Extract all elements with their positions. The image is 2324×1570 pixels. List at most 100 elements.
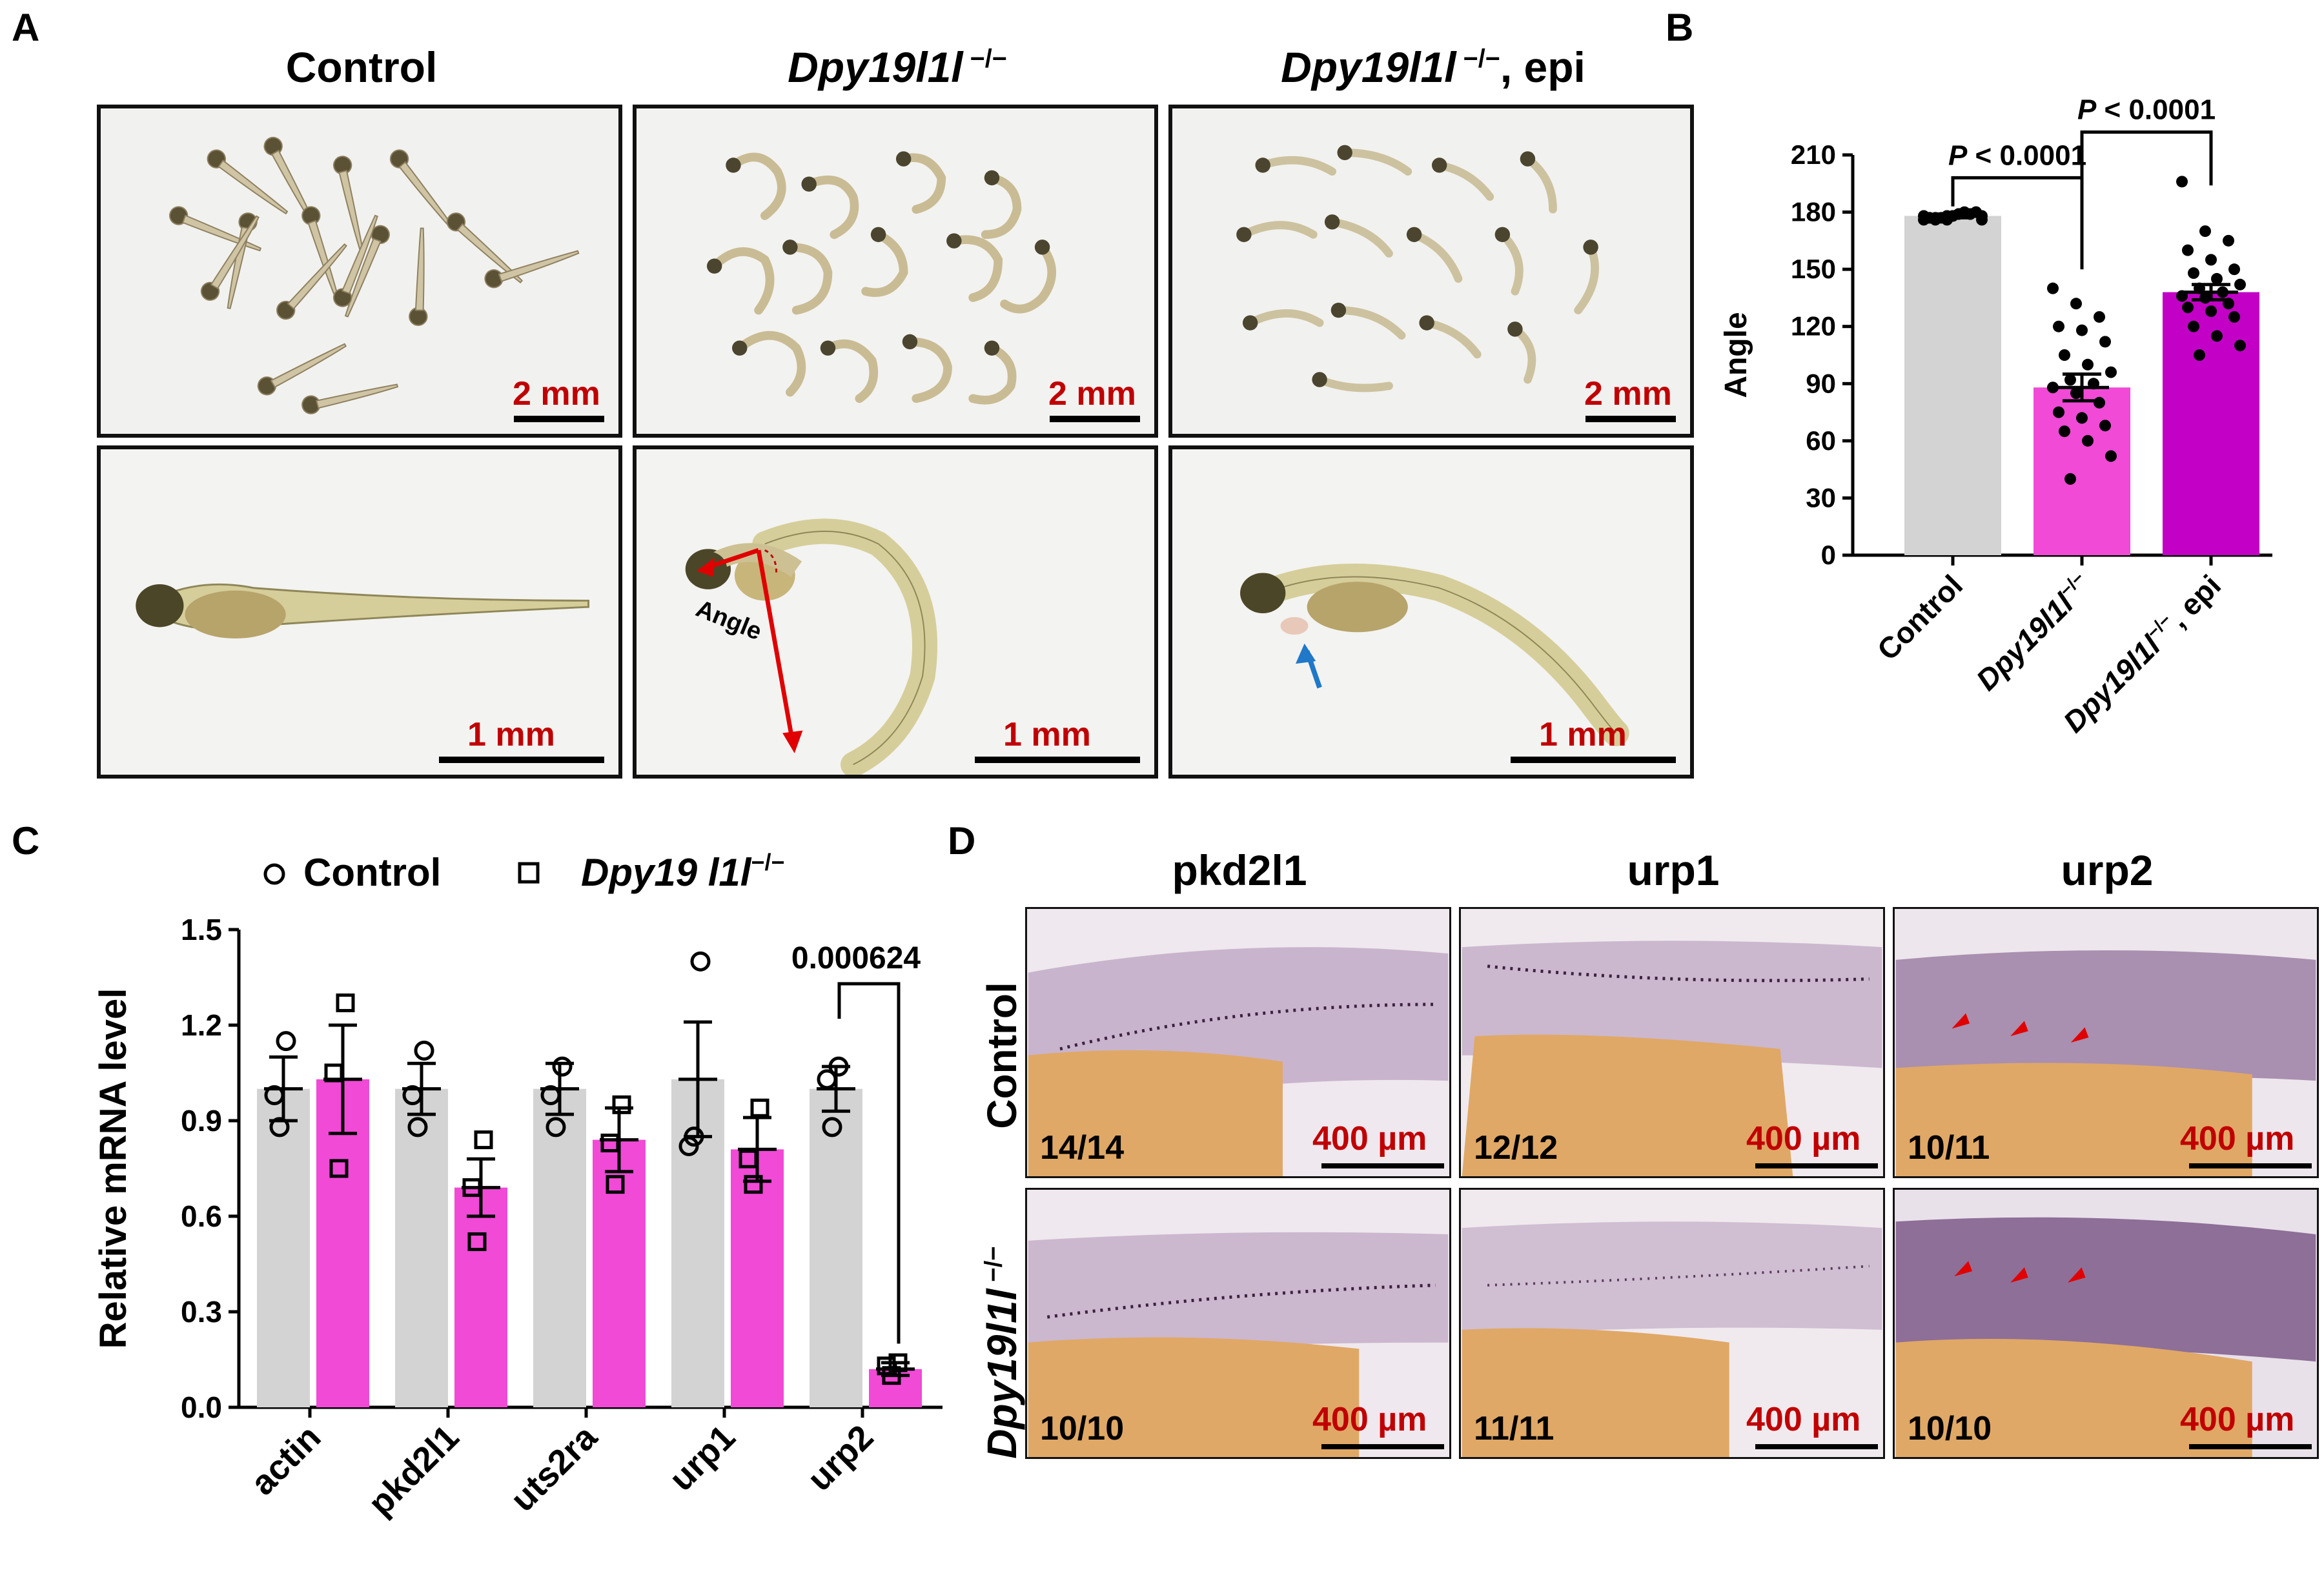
data-point [2064,374,2076,386]
data-point [2194,349,2205,361]
scalebar-mutant-epi-top [1585,416,1676,422]
data-point-circle [414,1040,434,1061]
ish-control-urp2-image [1895,950,2316,1176]
count-mutant-urp1: 11/11 [1474,1410,1554,1447]
scalebar-control-top [514,416,604,422]
legend-gene: Dpy19 l1l [581,851,752,894]
bar-0 [1904,216,2001,555]
data-point [2234,278,2246,291]
photo-control-group: 2 mm [97,105,622,438]
data-point [2199,292,2211,304]
scalebar-control-urp2 [2189,1163,2312,1168]
scalebar-control-bottom [439,757,604,763]
y-tick-label: 1.5 [181,913,222,946]
bar-pkd2l1-1 [454,1187,507,1407]
data-point-circle [684,1127,704,1147]
data-point [2205,305,2217,318]
scalebar-mutant-epi-bottom [1511,757,1676,763]
count-control-urp1: 12/12 [1474,1129,1558,1167]
panelA-col1-gene: Dpy19l1l [788,43,963,91]
y-axis-label: Relative mRNA level [92,988,134,1349]
data-point [2105,450,2117,462]
panelA-col2-sup: −/− [1456,45,1500,73]
data-point-square [612,1095,631,1114]
ish-mutant-urp1: 11/11 400 µm [1459,1188,1885,1459]
larvae-group-mutant-image [706,151,1057,405]
scalebar-label-mutant-bottom: 1 mm [1003,716,1091,753]
data-point [2223,234,2234,247]
panelA-col-title-mutant: Dpy19l1l −/− [633,43,1162,92]
panelA-col-title-mutant-epi: Dpy19l1l −/−, epi [1168,43,1698,92]
scalebar-label-control-urp2: 400 µm [2180,1120,2295,1157]
legend-square-marker [518,862,540,884]
data-point-circle [817,1069,837,1090]
data-point-square [600,1134,620,1153]
ish-control-urp1: 12/12 400 µm [1459,907,1885,1178]
data-point-circle [828,1056,849,1077]
y-tick-label: 0.9 [181,1104,222,1137]
y-tick-label: 0.6 [181,1199,222,1233]
comparison-bracket [2080,130,2213,270]
x-tick-label-urp1: urp1 [662,1418,742,1498]
x-tick-label-1: Dpy19l1l−/− [1969,568,2098,697]
y-tick-label: 90 [1806,368,1836,398]
ish-mutant-pkd2l1: 10/10 400 µm [1025,1188,1451,1459]
count-mutant-urp2: 10/10 [1908,1410,1992,1447]
bar-actin-0 [257,1088,310,1407]
legend-label-mutant: Dpy19 l1l−/− [581,849,785,894]
scalebar-label-control-pkd2l1: 400 µm [1312,1120,1427,1157]
ish-mutant-pkd2l1-image [1028,1232,1449,1457]
data-point [2228,311,2240,323]
x-tick-label-0: Control [1871,568,1969,666]
data-point-circle [678,1136,699,1156]
data-point [2188,267,2199,280]
data-point-circle [402,1085,423,1106]
comparison-label: P < 0.0001 [2077,94,2216,126]
legend-circle-marker [263,863,285,885]
x-tick-gene: Dpy19l1l [2057,628,2167,739]
significance-label: 0.000624 [791,941,921,975]
scalebar-mutant-urp1 [1755,1444,1878,1449]
ish-control-pkd2l1: 14/14 400 µm [1025,907,1451,1178]
scalebar-label-control-bottom: 1 mm [467,716,555,753]
panel-label-c: C [12,819,40,862]
data-point-circle [264,1085,285,1106]
scalebar-label-mutant-urp2: 400 µm [2180,1401,2295,1438]
data-point [2047,282,2059,294]
scalebar-label-control-urp1: 400 µm [1746,1120,1861,1157]
data-point [2082,358,2094,371]
photo-mutant-epi-group: 2 mm [1168,105,1694,438]
bar-uts2ra-0 [533,1088,586,1407]
data-point [2182,244,2194,256]
photo-mutant-single: Angle 1 mm [633,445,1158,779]
larva-single-mutant-epi-image [1240,564,1629,747]
scalebar-label-mutant-epi-top: 2 mm [1584,375,1672,413]
data-point-circle [690,951,711,972]
larvae-group-control-image [169,136,580,414]
data-point [2099,336,2111,348]
data-point [2176,176,2188,188]
bar-pkd2l1-0 [395,1088,448,1407]
panelD-col-title-urp1: urp1 [1627,846,1720,894]
data-point-square [606,1175,625,1194]
count-mutant-pkd2l1: 10/10 [1040,1410,1125,1447]
x-tick-label-2: Dpy19l1l−/−, epi [2056,568,2227,739]
data-point [2211,272,2223,285]
data-point [2199,225,2211,238]
panelA-col0-text: Control [285,43,438,91]
red-arrowheads-control [1952,1013,2089,1043]
y-tick-label: 0 [1821,540,1836,570]
panelD-col-title-urp2: urp2 [2061,846,2154,894]
larvae-group-mutant-epi-image [1236,145,1599,392]
legend-sup: −/− [751,849,784,875]
ish-mutant-urp1-image [1462,1221,1882,1457]
comparison-rest: < 0.0001 [2096,94,2216,126]
data-point [2094,396,2105,409]
scalebar-label-mutant-epi-bottom: 1 mm [1539,716,1627,753]
panelA-col2-gene: Dpy19l1l [1281,43,1456,91]
panelD-row-title-control: Control [978,959,1025,1152]
data-point-circle [540,1085,561,1106]
data-point-square [329,1159,349,1178]
bar-urp2-0 [810,1088,862,1407]
